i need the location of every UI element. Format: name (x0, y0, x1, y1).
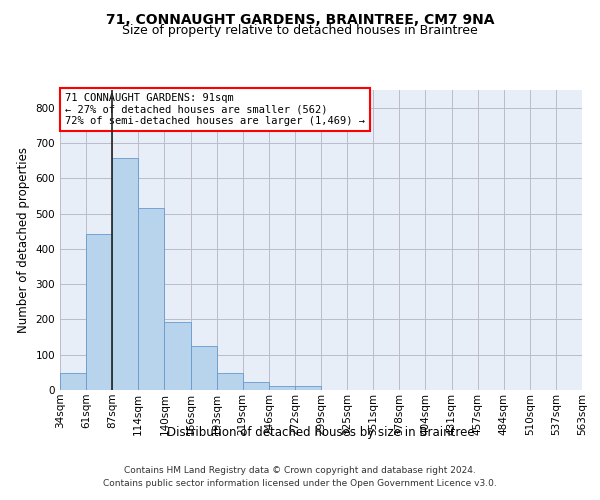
Bar (242, 382, 269, 390)
Bar (217, 374, 243, 390)
Text: 71 CONNAUGHT GARDENS: 91sqm
← 27% of detached houses are smaller (562)
72% of se: 71 CONNAUGHT GARDENS: 91sqm ← 27% of det… (65, 93, 365, 126)
Bar (269, 386, 295, 390)
Text: Size of property relative to detached houses in Braintree: Size of property relative to detached ho… (122, 24, 478, 37)
Y-axis label: Number of detached properties: Number of detached properties (17, 147, 30, 333)
Text: Contains HM Land Registry data © Crown copyright and database right 2024.
Contai: Contains HM Land Registry data © Crown c… (103, 466, 497, 487)
Bar (112, 158, 139, 390)
Text: 71, CONNAUGHT GARDENS, BRAINTREE, CM7 9NA: 71, CONNAUGHT GARDENS, BRAINTREE, CM7 9N… (106, 12, 494, 26)
Bar (164, 322, 191, 390)
Text: Distribution of detached houses by size in Braintree: Distribution of detached houses by size … (167, 426, 475, 439)
Bar (295, 386, 321, 390)
Bar (139, 208, 164, 390)
Bar (60, 374, 86, 390)
Bar (191, 346, 217, 390)
Bar (86, 234, 112, 390)
